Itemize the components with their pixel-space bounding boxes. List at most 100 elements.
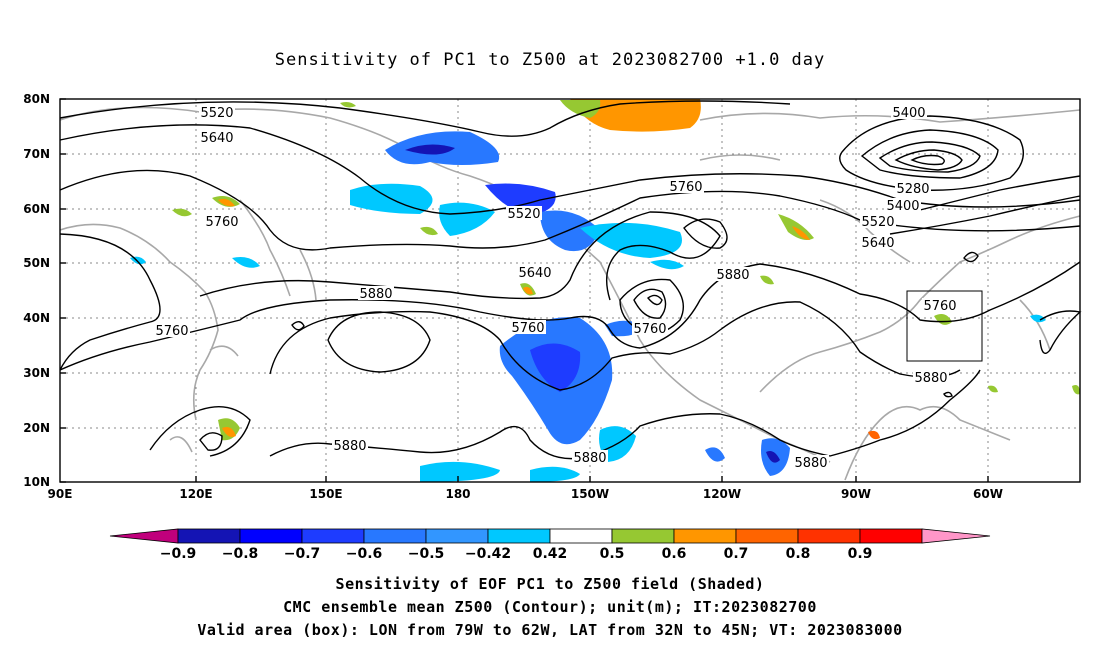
contour-label: 5880 — [716, 268, 749, 283]
contour-label: 5400 — [892, 106, 925, 121]
contour-label-bg — [572, 450, 608, 464]
contour-label: 5280 — [896, 182, 929, 197]
colorbar-label: −0.6 — [346, 546, 383, 562]
colorbar-label: 0.5 — [600, 546, 625, 562]
contour-label-bg — [922, 298, 958, 312]
lon-label: 120E — [179, 487, 212, 501]
colorbar-labels: −0.9 −0.8 −0.7 −0.6 −0.5 −0.42 0.42 0.5 0.6 0.7 0.… — [160, 546, 873, 562]
colorbar-segment — [425, 528, 489, 544]
colorbar-label: 0.42 — [533, 546, 568, 562]
lon-label: 120W — [703, 487, 741, 501]
map-title: Sensitivity of PC1 to Z500 at 2023082700… — [274, 50, 826, 70]
valid-area-box — [906, 290, 983, 362]
contour-label: 5880 — [794, 456, 827, 471]
caption-line-2: CMC ensemble mean Z500 (Contour); unit(m… — [283, 598, 817, 616]
colorbar-label: −0.42 — [465, 546, 511, 562]
lat-label: 70N — [23, 147, 50, 161]
colorbar-segment — [611, 528, 675, 544]
lat-labels: 80N 70N 60N 50N 40N 30N 20N 10N — [23, 92, 50, 489]
colorbar-label: −0.8 — [222, 546, 259, 562]
contour-label: 5760 — [633, 322, 666, 337]
colorbar-segment — [859, 528, 923, 544]
lat-label: 10N — [23, 475, 50, 489]
contour-label: 5640 — [200, 131, 233, 146]
contour-label: 5760 — [155, 324, 188, 339]
contour-label: 5520 — [507, 207, 540, 222]
lat-label: 60N — [23, 202, 50, 216]
lat-label: 20N — [23, 421, 50, 435]
plot-frame — [59, 98, 1081, 483]
colorbar-segment — [673, 528, 737, 544]
colorbar-label: 0.7 — [724, 546, 749, 562]
contour-label-bg — [913, 370, 949, 384]
contour-label-bg — [204, 214, 240, 228]
lon-label: 150W — [571, 487, 609, 501]
lon-label: 180 — [445, 487, 470, 501]
contour-label-bg — [199, 105, 235, 119]
contour-label: 5400 — [886, 199, 919, 214]
contour-label: 5760 — [669, 180, 702, 195]
contour-label-bg — [517, 265, 553, 279]
contour-label-bg — [632, 321, 668, 335]
contour-label: 5880 — [359, 287, 392, 302]
contour-label: 5880 — [914, 371, 947, 386]
lat-label: 30N — [23, 366, 50, 380]
contour-label: 5880 — [333, 439, 366, 454]
lat-label: 40N — [23, 311, 50, 325]
contour-label-bg — [332, 438, 368, 452]
colorbar-label: −0.7 — [284, 546, 321, 562]
lat-label: 80N — [23, 92, 50, 106]
lon-label: 90E — [48, 487, 73, 501]
contour-label-bg — [860, 235, 896, 249]
contour-label: 5760 — [511, 321, 544, 336]
caption-line-3: Valid area (box): LON from 79W to 62W, L… — [197, 621, 903, 639]
colorbar-segment — [735, 528, 799, 544]
colorbar-label: 0.6 — [662, 546, 687, 562]
contour-labels: 5520 5640 5760 5760 5880 5520 5640 5760 5760 5880… — [154, 105, 958, 471]
colorbar — [109, 528, 991, 544]
contour-label: 5760 — [205, 215, 238, 230]
caption-line-1: Sensitivity of EOF PC1 to Z500 field (Sh… — [335, 575, 765, 593]
axis-ticks — [60, 98, 989, 483]
colorbar-label: −0.9 — [160, 546, 197, 562]
contour-label-bg — [506, 206, 542, 220]
contour-label-bg — [510, 320, 546, 334]
contour-label-bg — [860, 214, 896, 228]
contour-label-bg — [668, 179, 704, 193]
colorbar-triangle-low — [109, 528, 179, 544]
contour-label-bg — [885, 198, 921, 212]
colorbar-triangle-high — [921, 528, 991, 544]
coastlines — [59, 106, 1081, 481]
contour-label: 5880 — [573, 451, 606, 466]
colorbar-segment — [797, 528, 861, 544]
contour-label: 5760 — [923, 299, 956, 314]
lon-label: 90W — [841, 487, 871, 501]
colorbar-segment — [549, 528, 613, 544]
contour-label: 5640 — [518, 266, 551, 281]
contour-label: 5520 — [861, 215, 894, 230]
contour-label-bg — [154, 323, 190, 337]
lon-label: 60W — [973, 487, 1003, 501]
colorbar-segment — [363, 528, 427, 544]
contour-label: 5640 — [861, 236, 894, 251]
colorbar-label: 0.8 — [786, 546, 811, 562]
colorbar-segment — [239, 528, 303, 544]
contour-label-bg — [895, 181, 931, 195]
contour-label-bg — [715, 267, 751, 281]
sensitivity-shading — [130, 99, 1080, 482]
colorbar-label: −0.5 — [408, 546, 445, 562]
colorbar-segment — [487, 528, 551, 544]
lat-label: 50N — [23, 256, 50, 270]
colorbar-segment — [177, 528, 241, 544]
colorbar-label: 0.9 — [848, 546, 873, 562]
contour-label-bg — [199, 130, 235, 144]
contour-label-bg — [358, 286, 394, 300]
colorbar-segment — [301, 528, 365, 544]
contour-label-bg — [891, 105, 927, 119]
contour-label-bg — [793, 455, 829, 469]
contour-label: 5520 — [200, 106, 233, 121]
lon-labels: 90E 120E 150E 180 150W 120W 90W 60W — [48, 487, 1003, 501]
lon-label: 150E — [309, 487, 342, 501]
z500-contours — [59, 100, 1082, 460]
